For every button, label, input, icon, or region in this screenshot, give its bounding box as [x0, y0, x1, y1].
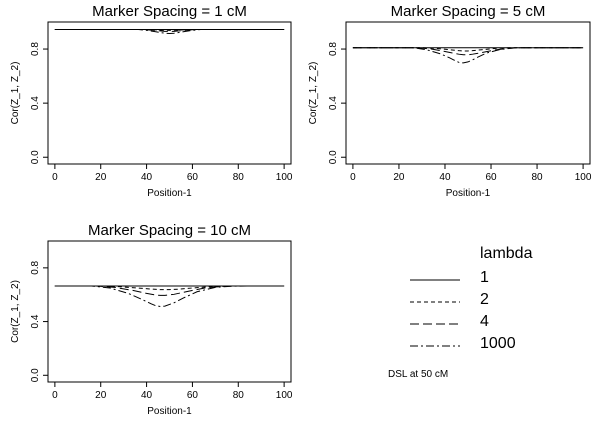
x-tick-label: 100 [276, 390, 293, 401]
x-axis-label: Position-1 [147, 406, 192, 417]
legend-swatch-1 [410, 279, 460, 281]
x-tick-label: 40 [141, 172, 153, 183]
x-tick-label: 40 [141, 390, 153, 401]
series-line-lambda-4 [54, 28, 285, 32]
plot-frame [47, 240, 292, 383]
x-tick-label: 0 [52, 390, 58, 401]
chart-panel-1: Marker Spacing = 1 cM 0 20 40 60 80 100 0.0 0.4 0… [10, 3, 293, 199]
legend-note: DSL at 50 cM [388, 369, 449, 380]
legend-label-2: 2 [480, 291, 489, 308]
y-tick-label: 0.4 [328, 96, 339, 110]
legend-item-1: 1 [410, 269, 590, 291]
series-line-lambda-2 [54, 285, 285, 291]
legend-swatch-1000 [410, 345, 460, 347]
legend: lambda 1 2 4 1000 DSL at 50 cM [388, 245, 590, 385]
x-axis-label: Position-1 [446, 188, 491, 199]
chart-panel-2: Marker Spacing = 5 cM 0 20 40 60 80 100 0.0 0.4 0… [308, 3, 592, 199]
series-line-lambda-1000 [54, 28, 285, 35]
y-tick-label: 0.0 [328, 150, 339, 164]
legend-label-1000: 1000 [480, 335, 516, 352]
x-tick-label: 100 [575, 172, 592, 183]
x-tick-label: 80 [233, 390, 245, 401]
x-tick-label: 60 [485, 172, 497, 183]
x-tick-label: 80 [531, 172, 543, 183]
x-axis-label: Position-1 [147, 188, 192, 199]
legend-item-2: 2 [410, 291, 590, 313]
legend-title: lambda [480, 245, 533, 262]
plot-frame [345, 21, 591, 165]
legend-label-1: 1 [480, 269, 489, 286]
chart-title: Marker Spacing = 10 cM [88, 222, 251, 239]
x-tick-label: 60 [187, 172, 199, 183]
x-tick-label: 80 [233, 172, 245, 183]
legend-item-1000: 1000 [410, 335, 590, 357]
plot-frame [47, 21, 292, 165]
chart-panel-3: Marker Spacing = 10 cM 0 20 40 60 80 100 0.0 0.4… [10, 222, 293, 417]
y-axis-label: Cor(Z_1, Z_2) [10, 62, 21, 125]
y-tick-label: 0.0 [30, 150, 41, 164]
x-tick-label: 20 [393, 172, 405, 183]
y-tick-label: 0.8 [30, 42, 41, 56]
x-tick-label: 20 [95, 172, 107, 183]
x-tick-label: 40 [439, 172, 451, 183]
legend-label-4: 4 [480, 313, 489, 330]
x-tick-label: 0 [350, 172, 356, 183]
y-tick-label: 0.8 [30, 260, 41, 274]
y-tick-label: 0.0 [30, 368, 41, 382]
series-line-lambda-4 [54, 285, 285, 296]
y-tick-label: 0.4 [30, 96, 41, 110]
legend-item-4: 4 [410, 313, 590, 335]
series-line-lambda-1000 [54, 285, 285, 308]
x-tick-label: 20 [95, 390, 107, 401]
y-axis-label: Cor(Z_1, Z_2) [308, 62, 319, 125]
x-tick-label: 0 [52, 172, 58, 183]
legend-swatch-2 [410, 301, 460, 303]
x-tick-label: 60 [187, 390, 199, 401]
series-line-lambda-2 [352, 47, 584, 52]
legend-swatch-4 [410, 323, 460, 325]
chart-title: Marker Spacing = 5 cM [391, 3, 546, 20]
x-tick-label: 100 [276, 172, 293, 183]
y-tick-label: 0.4 [30, 314, 41, 328]
series-line-lambda-1000 [352, 47, 584, 64]
y-axis-label: Cor(Z_1, Z_2) [10, 280, 21, 343]
series-line-lambda-4 [352, 47, 584, 56]
chart-title: Marker Spacing = 1 cM [92, 3, 247, 20]
y-tick-label: 0.8 [328, 42, 339, 56]
